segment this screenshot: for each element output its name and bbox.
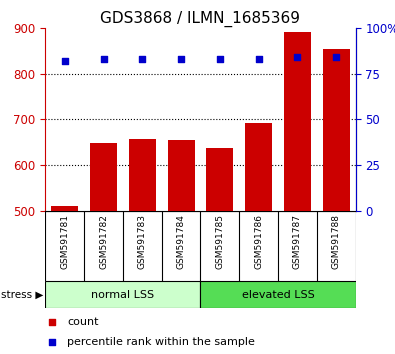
Text: elevated LSS: elevated LSS — [242, 290, 314, 300]
Text: GSM591781: GSM591781 — [60, 214, 69, 269]
Point — [294, 55, 301, 60]
Text: GSM591782: GSM591782 — [99, 214, 108, 269]
Bar — [206, 148, 233, 211]
Text: GSM591786: GSM591786 — [254, 214, 263, 269]
Text: GSM591783: GSM591783 — [138, 214, 147, 269]
Point — [333, 55, 339, 60]
Text: GSM591788: GSM591788 — [332, 214, 340, 269]
Text: count: count — [67, 318, 99, 327]
Bar — [90, 143, 117, 211]
Point — [178, 57, 184, 62]
Bar — [323, 49, 350, 211]
Text: GSM591785: GSM591785 — [215, 214, 224, 269]
Point — [49, 339, 55, 345]
Point — [256, 57, 262, 62]
Title: GDS3868 / ILMN_1685369: GDS3868 / ILMN_1685369 — [100, 11, 301, 27]
Point — [62, 58, 68, 64]
Point — [49, 320, 55, 325]
Bar — [129, 139, 156, 211]
Bar — [167, 140, 195, 211]
Text: percentile rank within the sample: percentile rank within the sample — [67, 337, 255, 347]
Point — [139, 57, 145, 62]
Text: GSM591787: GSM591787 — [293, 214, 302, 269]
Point — [100, 57, 107, 62]
Bar — [201, 281, 356, 308]
Bar — [45, 281, 200, 308]
Text: GSM591784: GSM591784 — [177, 214, 186, 269]
Point — [217, 57, 223, 62]
Text: stress ▶: stress ▶ — [1, 290, 43, 300]
Bar — [51, 206, 78, 211]
Text: normal LSS: normal LSS — [91, 290, 154, 300]
Bar — [284, 32, 311, 211]
Bar — [245, 123, 272, 211]
